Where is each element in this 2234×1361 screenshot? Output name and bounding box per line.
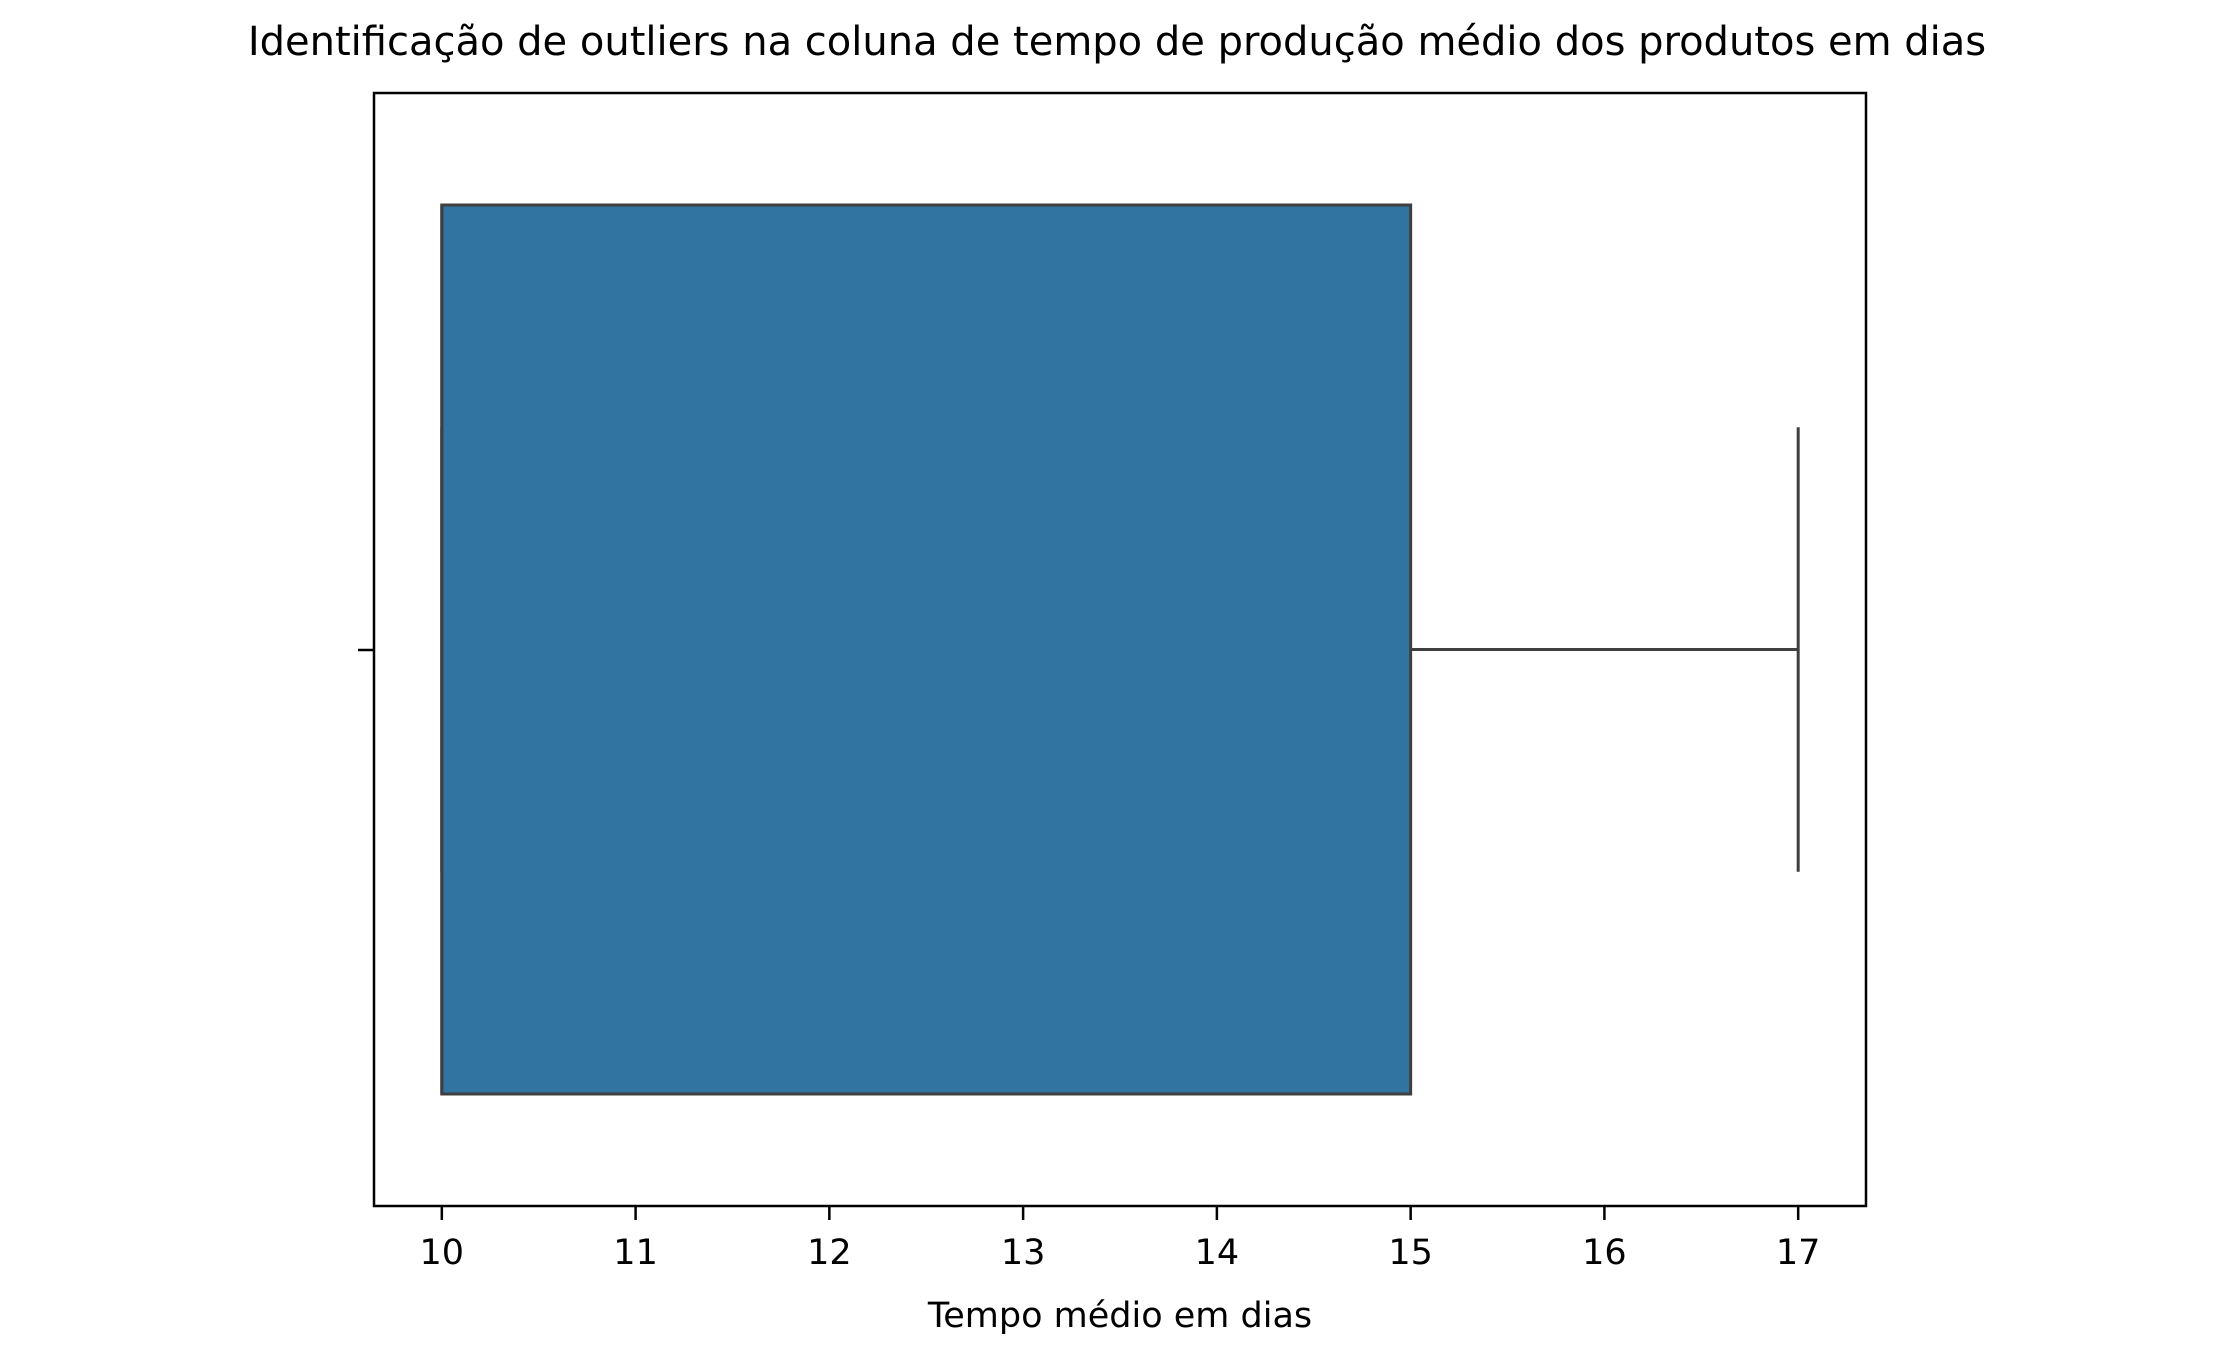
x-axis-label: Tempo médio em dias: [927, 1296, 1312, 1336]
x-tick-label: 10: [420, 1233, 465, 1273]
x-tick-label: 12: [807, 1233, 852, 1273]
x-tick-label: 11: [613, 1233, 658, 1273]
x-tick-label: 13: [1001, 1233, 1046, 1273]
box-iqr: [440, 203, 1413, 1096]
x-tick-label: 14: [1195, 1233, 1240, 1273]
x-tick-label: 16: [1582, 1233, 1627, 1273]
x-tick-label: 15: [1388, 1233, 1433, 1273]
plot-area: [440, 203, 1800, 1096]
x-tick-label: 17: [1776, 1233, 1821, 1273]
x-axis: 10 11 12 13 14 15 16 17: [420, 1206, 1821, 1273]
chart-title: Identificação de outliers na coluna de t…: [248, 19, 1986, 65]
